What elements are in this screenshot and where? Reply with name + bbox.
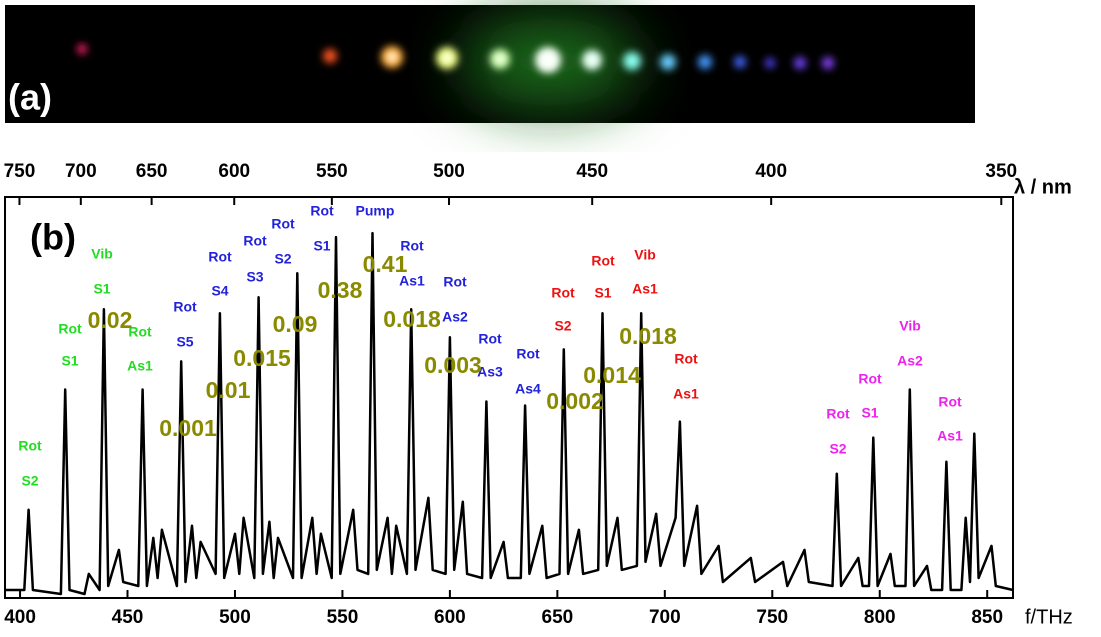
peak-label: As2 bbox=[442, 309, 468, 325]
peak-label: Rot bbox=[478, 331, 502, 347]
efficiency-label: 0.015 bbox=[233, 345, 291, 371]
x-tick-label: 550 bbox=[327, 607, 359, 628]
peak-label: Vib bbox=[91, 246, 113, 262]
x-tick-label: 650 bbox=[542, 607, 574, 628]
peak-label: As1 bbox=[127, 358, 153, 374]
panel-label: (b) bbox=[30, 217, 76, 258]
efficiency-label: 0.001 bbox=[159, 415, 217, 441]
peak-label: S1 bbox=[861, 405, 878, 421]
peak-label: As3 bbox=[477, 364, 503, 380]
x-tick-label: 450 bbox=[112, 607, 144, 628]
x-tick-label: 700 bbox=[649, 607, 681, 628]
peak-label: Pump bbox=[356, 203, 395, 219]
peak-label: Rot bbox=[58, 321, 82, 337]
peak-label: S1 bbox=[61, 353, 78, 369]
plot-frame bbox=[4, 196, 1014, 599]
peak-label: Vib bbox=[899, 318, 921, 334]
spectrum-line bbox=[5, 231, 1014, 596]
peak-label: As4 bbox=[515, 381, 541, 397]
x2-tick-label: 550 bbox=[316, 161, 348, 182]
x-tick-label: 400 bbox=[4, 607, 36, 628]
peak-label: S3 bbox=[246, 269, 263, 285]
efficiency-label: 0.018 bbox=[619, 323, 677, 349]
x-tick-label: 800 bbox=[864, 607, 896, 628]
x-axis-label: f/THz bbox=[1025, 606, 1073, 628]
peak-label: Rot bbox=[208, 249, 232, 265]
peak-label: S2 bbox=[554, 318, 571, 334]
peak-label: As1 bbox=[632, 281, 658, 297]
peak-label: Rot bbox=[173, 299, 197, 315]
x-tick-label: 600 bbox=[434, 607, 466, 628]
peak-label: Rot bbox=[443, 274, 467, 290]
x2-tick-label: 650 bbox=[136, 161, 168, 182]
x2-tick-label: 400 bbox=[755, 161, 787, 182]
panel-label: (a) bbox=[8, 77, 52, 118]
efficiency-label: 0.38 bbox=[318, 277, 363, 303]
peak-label: As2 bbox=[897, 353, 923, 369]
peak-label: Rot bbox=[516, 346, 540, 362]
peak-label: S1 bbox=[313, 238, 330, 254]
efficiency-label: 0.018 bbox=[383, 306, 441, 332]
peak-label: S2 bbox=[274, 251, 291, 267]
efficiency-label: 0.09 bbox=[273, 311, 318, 337]
x-tick-label: 500 bbox=[219, 607, 251, 628]
photo-panel: (a) bbox=[5, 5, 975, 123]
peak-label: Vib bbox=[634, 247, 656, 263]
peak-label: S5 bbox=[176, 334, 193, 350]
peak-label: S1 bbox=[594, 285, 611, 301]
peak-label: As1 bbox=[673, 386, 699, 402]
x2-tick-label: 450 bbox=[576, 161, 608, 182]
peak-label: Rot bbox=[674, 351, 698, 367]
peak-label: Rot bbox=[591, 253, 615, 269]
efficiency-label: 0.014 bbox=[583, 362, 641, 388]
peak-label: S2 bbox=[829, 441, 846, 457]
peak-label: As1 bbox=[937, 428, 963, 444]
peak-label: S2 bbox=[21, 473, 38, 489]
peak-label: Rot bbox=[938, 394, 962, 410]
peak-label: S4 bbox=[211, 283, 228, 299]
efficiency-label: 0.02 bbox=[88, 307, 133, 333]
efficiency-label: 0.003 bbox=[424, 352, 482, 378]
peak-label: S1 bbox=[93, 281, 110, 297]
peak-label: As1 bbox=[399, 273, 425, 289]
peak-label: Rot bbox=[243, 233, 267, 249]
peak-label: Rot bbox=[271, 216, 295, 232]
efficiency-label: 0.002 bbox=[546, 388, 604, 414]
x-tick-label: 850 bbox=[971, 607, 1003, 628]
peak-label: Rot bbox=[310, 203, 334, 219]
x2-tick-label: 750 bbox=[4, 161, 36, 182]
efficiency-label: 0.01 bbox=[206, 377, 251, 403]
peak-label: Rot bbox=[858, 371, 882, 387]
x-tick-label: 750 bbox=[756, 607, 788, 628]
x2-tick-label: 350 bbox=[985, 161, 1017, 182]
x2-axis-label: λ / nm bbox=[1014, 176, 1072, 198]
peak-label: Rot bbox=[128, 324, 152, 340]
peak-label: Rot bbox=[826, 406, 850, 422]
peak-label: Rot bbox=[551, 285, 575, 301]
efficiency-label: 0.41 bbox=[363, 251, 408, 277]
x2-tick-label: 700 bbox=[65, 161, 97, 182]
x2-tick-label: 600 bbox=[218, 161, 250, 182]
peak-label: Rot bbox=[400, 238, 424, 254]
peak-label: Rot bbox=[18, 438, 42, 454]
x2-tick-label: 500 bbox=[433, 161, 465, 182]
